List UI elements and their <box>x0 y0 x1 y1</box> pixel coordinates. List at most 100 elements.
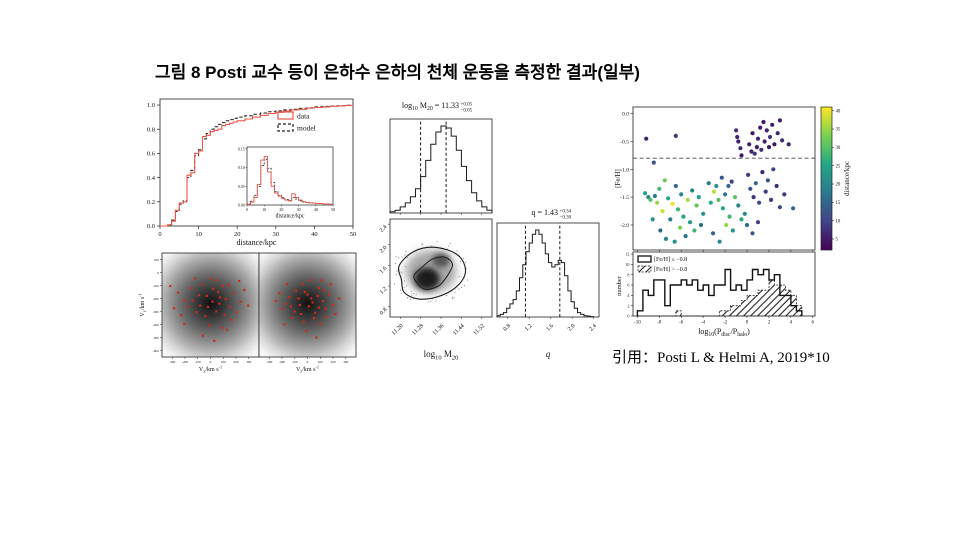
svg-text:200: 200 <box>233 360 238 364</box>
svg-text:0.0: 0.0 <box>147 223 155 230</box>
svg-text:2.0: 2.0 <box>567 323 577 333</box>
svg-text:0.15: 0.15 <box>238 146 245 151</box>
svg-text:-6: -6 <box>679 321 684 326</box>
svg-text:10: 10 <box>195 231 202 238</box>
svg-text:0: 0 <box>627 314 629 319</box>
citation-text: 引用：Posti L & Helmi A, 2019*10 <box>612 350 830 366</box>
svg-text:log10 M20 = 11.33: log10 M20 = 11.33 <box>402 101 459 112</box>
svg-text:+0.05: +0.05 <box>461 103 473 108</box>
svg-text:100: 100 <box>318 360 323 364</box>
svg-text:log10 M20: log10 M20 <box>424 349 459 362</box>
svg-text:200: 200 <box>330 360 335 364</box>
velocity-sample-points <box>169 277 250 342</box>
phist-legend: [Fe/H] ≤ −0.8 [Fe/H] > −0.8 <box>637 255 687 273</box>
corner-mass-histogram: log10 M20 = 11.33 +0.05−0.05 <box>389 101 493 215</box>
svg-text:-600: -600 <box>153 349 160 353</box>
svg-text:−0.05: −0.05 <box>461 109 473 114</box>
distance-colorbar: 5 10 15 20 25 30 35 40 distance/kpc <box>820 106 851 251</box>
svg-text:log10(Pdisc/Phalo): log10(Pdisc/Phalo) <box>698 327 750 338</box>
probability-histogram-chart: 0 2 4 6 8 10 12 -10 -8 -6 -4 -2 0 2 4 6 number log10(Pdis… <box>616 251 816 338</box>
svg-text:0: 0 <box>157 271 159 275</box>
svg-text:-100: -100 <box>292 360 299 364</box>
svg-text:0.8: 0.8 <box>379 307 389 317</box>
svg-text:4: 4 <box>790 321 793 326</box>
svg-text:0.00: 0.00 <box>238 203 245 208</box>
svg-text:-300: -300 <box>153 310 160 314</box>
svg-text:0: 0 <box>307 360 309 364</box>
svg-text:[Fe/H] ≤ −0.8: [Fe/H] ≤ −0.8 <box>654 257 687 263</box>
svg-text:-200: -200 <box>182 360 189 364</box>
corner-posterior-chart: log10 M20 = 11.33 +0.05−0.05 0.8 1.2 1.6 2.0 2… <box>379 101 600 362</box>
svg-text:10: 10 <box>625 262 629 267</box>
svg-text:300: 300 <box>343 360 348 364</box>
svg-text:25: 25 <box>836 164 841 169</box>
svg-text:100: 100 <box>221 360 226 364</box>
svg-text:data: data <box>297 112 310 121</box>
svg-text:0.0: 0.0 <box>622 112 629 118</box>
svg-text:0: 0 <box>158 231 161 238</box>
svg-text:0.2: 0.2 <box>147 199 155 206</box>
svg-text:6: 6 <box>627 283 629 288</box>
phist-metal-rich-series <box>637 279 803 317</box>
svg-text:-4: -4 <box>701 321 706 326</box>
feh-plot-area: 0.0 -0.5 -1.0 -1.5 -2.0 [Fe/H] <box>614 106 816 252</box>
svg-text:20: 20 <box>234 231 241 238</box>
svg-text:0.4: 0.4 <box>147 175 156 182</box>
svg-text:Vz/km s-1: Vz/km s-1 <box>296 365 319 374</box>
contour-scatter-specks <box>394 241 468 303</box>
velocity-panel-2: -300 -200 -100 0 100 200 300 Vz/km s-1 <box>258 252 357 374</box>
svg-text:10: 10 <box>262 207 266 212</box>
svg-text:2.4: 2.4 <box>379 224 389 234</box>
svg-text:0.6: 0.6 <box>147 151 156 158</box>
svg-text:−0.30: −0.30 <box>560 216 572 221</box>
svg-text:-100: -100 <box>153 284 160 288</box>
svg-text:300: 300 <box>246 360 251 364</box>
svg-text:40: 40 <box>311 231 318 238</box>
svg-text:[Fe/H]: [Fe/H] <box>614 169 622 188</box>
svg-text:2.0: 2.0 <box>379 245 389 255</box>
svg-text:-300: -300 <box>266 360 273 364</box>
corner-contour-panel: 0.8 1.2 1.6 2.0 2.4 11.20 11.28 11.36 11.44 11.52… <box>379 218 493 362</box>
svg-text:-10: -10 <box>634 321 641 326</box>
svg-text:10: 10 <box>836 219 841 224</box>
svg-text:11.52: 11.52 <box>473 323 487 337</box>
svg-text:q = 1.43: q = 1.43 <box>531 208 558 217</box>
svg-text:0.10: 0.10 <box>238 165 245 170</box>
svg-text:11.44: 11.44 <box>452 323 466 337</box>
svg-text:100: 100 <box>154 258 159 262</box>
svg-text:0: 0 <box>746 321 749 326</box>
feh-data-points <box>643 118 796 244</box>
svg-text:-8: -8 <box>657 321 662 326</box>
svg-text:-1.0: -1.0 <box>620 167 629 173</box>
svg-text:4: 4 <box>627 293 630 298</box>
svg-text:-1.5: -1.5 <box>620 195 629 201</box>
svg-text:50: 50 <box>331 207 335 212</box>
svg-text:5: 5 <box>836 238 839 243</box>
svg-text:2: 2 <box>768 321 771 326</box>
svg-text:30: 30 <box>297 207 301 212</box>
svg-text:0.8: 0.8 <box>503 323 513 333</box>
svg-text:0: 0 <box>210 360 212 364</box>
svg-text:11.20: 11.20 <box>391 323 405 337</box>
svg-text:0: 0 <box>246 207 248 212</box>
phist-metal-poor-series <box>636 268 803 316</box>
svg-text:distance/kpc: distance/kpc <box>276 214 305 220</box>
svg-text:20: 20 <box>279 207 283 212</box>
svg-text:1.0: 1.0 <box>147 102 155 109</box>
svg-text:30: 30 <box>836 146 841 151</box>
svg-text:12: 12 <box>625 252 629 257</box>
metallicity-scatter-chart: 0.0 -0.5 -1.0 -1.5 -2.0 [Fe/H] 5 10 15 20 25 30 35 40… <box>614 106 851 252</box>
svg-text:Vx/km s-1: Vx/km s-1 <box>199 365 222 374</box>
svg-text:-2: -2 <box>723 321 728 326</box>
svg-text:-100: -100 <box>195 360 202 364</box>
svg-text:-500: -500 <box>153 336 160 340</box>
cdf-inset-histogram: 0.00 0.05 0.10 0.15 0 10 20 30 40 50 distance/kpc <box>238 146 335 219</box>
cdf-legend: data model <box>277 111 316 133</box>
svg-text:-300: -300 <box>169 360 176 364</box>
svg-text:-200: -200 <box>279 360 286 364</box>
phist-plot-area: 0 2 4 6 8 10 12 -10 -8 -6 -4 -2 0 2 4 6 number log10(Pdis… <box>616 251 816 338</box>
svg-text:+0.34: +0.34 <box>560 210 572 215</box>
svg-text:50: 50 <box>350 231 357 238</box>
svg-text:8: 8 <box>627 272 629 277</box>
